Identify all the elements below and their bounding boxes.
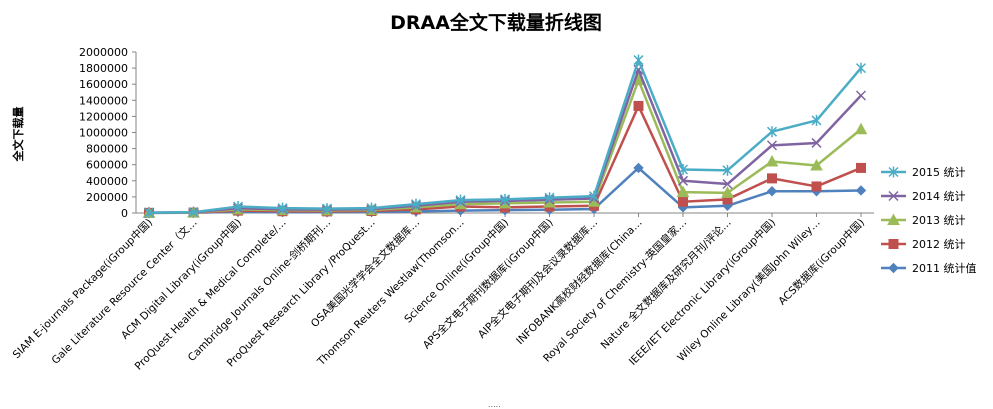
data-point bbox=[232, 201, 244, 213]
legend-label: 2012 统计 bbox=[912, 238, 966, 251]
data-point bbox=[633, 162, 644, 174]
data-point bbox=[633, 100, 644, 111]
data-point bbox=[855, 62, 867, 74]
legend-entry: 2011 统计值 bbox=[881, 262, 977, 275]
legend-entry: 2015 统计 bbox=[881, 166, 966, 179]
axes bbox=[135, 52, 874, 214]
data-point bbox=[854, 122, 868, 135]
series-2015-统计 bbox=[143, 54, 867, 219]
data-point bbox=[588, 190, 600, 202]
y-tick-label: 200000 bbox=[86, 191, 128, 204]
legend-entry: 2014 统计 bbox=[881, 190, 966, 203]
y-tick-label: 800000 bbox=[86, 143, 128, 156]
data-point bbox=[888, 190, 899, 202]
data-point bbox=[143, 207, 155, 219]
x-category-label: ProQuest Health & Medical Complete/… bbox=[133, 217, 289, 373]
data-point bbox=[678, 196, 688, 207]
data-point bbox=[188, 206, 199, 218]
chart-title: DRAA全文下载量折线图 bbox=[390, 11, 602, 34]
data-point bbox=[888, 166, 899, 178]
data-point bbox=[811, 114, 822, 126]
data-point bbox=[855, 90, 867, 101]
data-point bbox=[766, 140, 778, 151]
x-category-labels: SIAM E-journals Package(iGroup中国)Gale Li… bbox=[10, 213, 867, 373]
data-point bbox=[766, 186, 778, 197]
y-tick-label: 600000 bbox=[86, 159, 128, 172]
y-tick-labels: 2000000180000016000001400000120000010000… bbox=[79, 46, 136, 220]
data-point bbox=[811, 137, 822, 148]
data-point bbox=[767, 173, 777, 184]
series-line bbox=[148, 68, 862, 214]
y-tick-label: 0 bbox=[121, 207, 128, 220]
data-point bbox=[722, 164, 733, 176]
legend-entry: 2013 统计 bbox=[881, 213, 966, 227]
y-axis-label: 全文下载量 bbox=[11, 107, 25, 163]
data-point bbox=[455, 194, 466, 206]
legend-entry: 2012 统计 bbox=[881, 238, 966, 251]
legend-label: 2013 统计 bbox=[912, 214, 966, 227]
y-tick-label: 2000000 bbox=[79, 46, 128, 59]
legend: 2015 统计 2014 统计 2013 统计 2012 统计 2011 统计值 bbox=[881, 166, 977, 275]
data-point bbox=[856, 162, 866, 173]
data-point bbox=[676, 185, 690, 198]
legend-label: 2011 统计值 bbox=[912, 262, 977, 275]
y-tick-label: 1400000 bbox=[79, 94, 128, 107]
data-point bbox=[887, 213, 900, 225]
data-point bbox=[499, 193, 511, 205]
data-point bbox=[633, 54, 644, 66]
data-point bbox=[855, 185, 867, 196]
data-point bbox=[366, 202, 377, 214]
x-category-label: ACS数据库(iGroup中国) bbox=[775, 216, 867, 308]
data-point bbox=[765, 154, 779, 167]
data-point bbox=[888, 262, 899, 274]
data-point bbox=[277, 202, 288, 214]
data-point bbox=[810, 158, 823, 171]
data-point bbox=[766, 126, 778, 138]
data-point bbox=[410, 198, 422, 210]
y-tick-label: 400000 bbox=[86, 175, 128, 188]
data-point bbox=[321, 203, 333, 215]
data-point bbox=[722, 178, 733, 190]
series-layer bbox=[142, 54, 868, 219]
series-line bbox=[148, 58, 862, 214]
y-tick-label: 1600000 bbox=[79, 78, 128, 91]
data-point bbox=[888, 239, 899, 249]
resize-grip[interactable]: ..... bbox=[488, 400, 501, 409]
y-tick-label: 1000000 bbox=[79, 127, 128, 140]
data-point bbox=[721, 186, 734, 198]
legend-label: 2015 统计 bbox=[912, 166, 966, 179]
legend-label: 2014 统计 bbox=[912, 190, 966, 203]
data-point bbox=[811, 181, 822, 192]
data-point bbox=[677, 164, 689, 176]
data-point bbox=[677, 175, 689, 186]
y-tick-label: 1200000 bbox=[79, 110, 128, 123]
y-tick-label: 1800000 bbox=[79, 62, 128, 75]
data-point bbox=[544, 192, 555, 204]
